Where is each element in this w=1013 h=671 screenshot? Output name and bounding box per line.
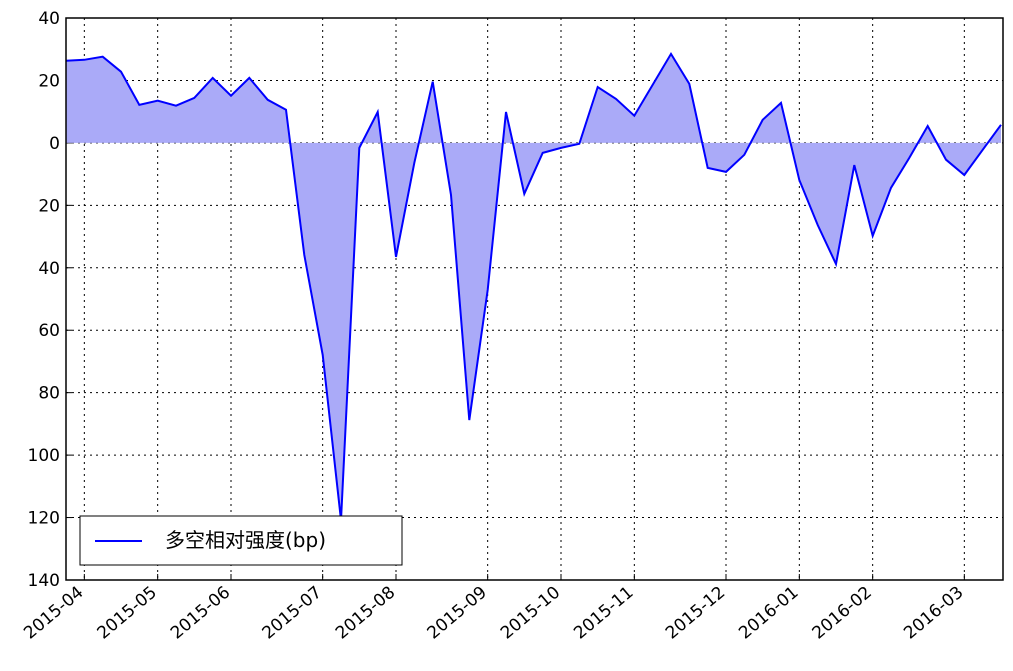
x-tick-label: 2015-07	[259, 583, 326, 644]
x-tick-label: 2015-10	[497, 583, 564, 644]
y-tick-label: 20	[38, 71, 60, 91]
y-tick-label: 20	[38, 196, 60, 216]
line	[65, 51, 1002, 521]
x-tick-label: 2015-06	[167, 583, 234, 644]
x-tick-label: 2016-01	[735, 583, 802, 644]
y-tick-label: 80	[38, 384, 60, 404]
y-tick-label: 40	[38, 259, 60, 279]
y-tick-label: 100	[28, 446, 60, 466]
y-tick-label: 60	[38, 321, 60, 341]
x-tick-label: 2016-02	[809, 583, 876, 644]
x-tick-label: 2016-03	[900, 583, 967, 644]
x-tick-label: 2015-08	[332, 583, 399, 644]
x-tick-label: 2015-11	[570, 583, 637, 644]
x-tick-label: 2015-05	[94, 583, 161, 644]
y-tick-label: 0	[49, 134, 60, 154]
y-tick-label: 120	[28, 509, 60, 529]
area-fill	[66, 53, 1001, 521]
y-tick-label: 140	[28, 571, 60, 591]
plot-frame	[65, 17, 1004, 581]
legend-label: 多空相对强度(bp)	[165, 528, 326, 552]
y-tick-label: 40	[38, 9, 60, 29]
x-tick-label: 2015-04	[20, 583, 87, 644]
x-tick-label: 2015-12	[662, 583, 729, 644]
x-tick-label: 2015-09	[424, 583, 491, 644]
